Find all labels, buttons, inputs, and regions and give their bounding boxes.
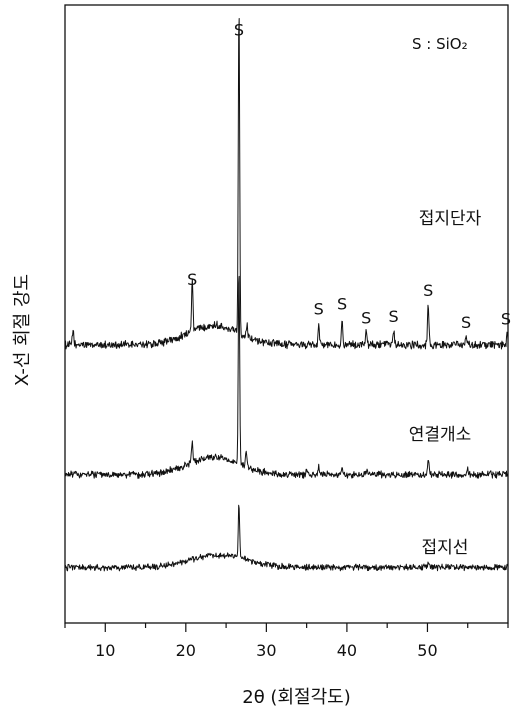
trace-label-3: 접지선 (422, 538, 469, 558)
series-layer (64, 17, 509, 572)
x-tick-label: 10 (95, 641, 115, 660)
plot-frame (64, 4, 509, 624)
peak-label-sio2: S (234, 20, 244, 39)
x-tick-label: 50 (417, 641, 437, 660)
x-tick-label: 20 (176, 641, 196, 660)
peak-label-sio2: S (501, 310, 511, 329)
peak-label-sio2: S (337, 295, 347, 314)
trace-label-2: 연결개소 (409, 425, 472, 445)
x-tick-label: 40 (337, 641, 357, 660)
peak-label-sio2: S (389, 307, 399, 326)
peak-label-sio2: S (314, 300, 324, 319)
xrd-trace-3 (64, 504, 509, 572)
trace-label-1: 접지단자 (419, 209, 482, 229)
peak-label-sio2: S (361, 308, 371, 327)
x-axis-label: 2θ (회절각도) (242, 687, 350, 708)
peak-label-sio2: S (423, 281, 433, 300)
x-tick-label: 30 (256, 641, 276, 660)
phase-legend-annotation: S : SiO₂ (412, 35, 468, 53)
peak-label-layer: SSS SS SSS S (187, 20, 511, 332)
peak-label-sio2: S (461, 313, 471, 332)
peak-label-sio2: S (187, 270, 197, 289)
y-axis-label: X-선 회절 강도 (12, 274, 33, 386)
x-axis-ticks: 10 20 30 40 50 (64, 623, 509, 660)
xrd-trace-1 (64, 17, 509, 350)
xrd-trace-2 (64, 275, 509, 479)
